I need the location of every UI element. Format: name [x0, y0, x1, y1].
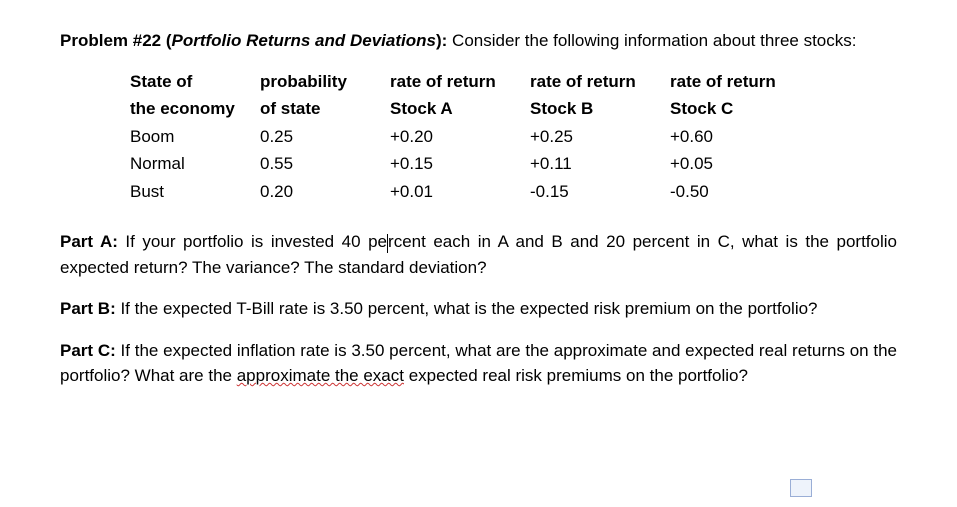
cell-state: Boom: [130, 123, 260, 151]
cell-a: +0.15: [390, 150, 530, 178]
cell-prob: 0.25: [260, 123, 390, 151]
part-b: Part B: If the expected T-Bill rate is 3…: [60, 296, 897, 322]
text-cursor: [387, 234, 388, 253]
col-prob-h2: of state: [260, 95, 390, 123]
part-a: Part A: If your portfolio is invested 40…: [60, 229, 897, 280]
part-c: Part C: If the expected inflation rate i…: [60, 338, 897, 389]
cell-state: Bust: [130, 178, 260, 206]
cell-a: +0.01: [390, 178, 530, 206]
footer-widget-icon[interactable]: [790, 479, 812, 497]
cell-prob: 0.55: [260, 150, 390, 178]
problem-intro: Consider the following information about…: [447, 31, 856, 50]
problem-topic: Portfolio Returns and Deviations: [172, 31, 436, 50]
cell-c: +0.60: [670, 123, 810, 151]
cell-c: -0.50: [670, 178, 810, 206]
topic-close: ):: [436, 31, 447, 50]
returns-table: State of probability rate of return rate…: [130, 68, 810, 206]
part-a-pre: If your portfolio is invested 40 pe: [118, 232, 387, 251]
cell-b: +0.11: [530, 150, 670, 178]
problem-number: Problem #22: [60, 31, 161, 50]
table-header-row-2: the economy of state Stock A Stock B Sto…: [130, 95, 810, 123]
cell-b: +0.25: [530, 123, 670, 151]
part-b-text: If the expected T-Bill rate is 3.50 perc…: [116, 299, 818, 318]
col-b-h2: Stock B: [530, 95, 670, 123]
cell-b: -0.15: [530, 178, 670, 206]
cell-prob: 0.20: [260, 178, 390, 206]
col-state-h1: State of: [130, 68, 260, 96]
col-b-h1: rate of return: [530, 68, 670, 96]
problem-heading: Problem #22 (Portfolio Returns and Devia…: [60, 28, 897, 54]
topic-open: (: [161, 31, 171, 50]
col-a-h2: Stock A: [390, 95, 530, 123]
cell-state: Normal: [130, 150, 260, 178]
col-prob-h1: probability: [260, 68, 390, 96]
part-c-squiggle: approximate the exact: [237, 366, 404, 385]
col-state-h2: the economy: [130, 95, 260, 123]
part-a-label: Part A:: [60, 232, 118, 251]
part-c-post: expected real risk premiums on the portf…: [404, 366, 748, 385]
table-row: Bust 0.20 +0.01 -0.15 -0.50: [130, 178, 810, 206]
part-c-label: Part C:: [60, 341, 116, 360]
col-a-h1: rate of return: [390, 68, 530, 96]
cell-c: +0.05: [670, 150, 810, 178]
table-row: Normal 0.55 +0.15 +0.11 +0.05: [130, 150, 810, 178]
part-b-label: Part B:: [60, 299, 116, 318]
cell-a: +0.20: [390, 123, 530, 151]
col-c-h1: rate of return: [670, 68, 810, 96]
col-c-h2: Stock C: [670, 95, 810, 123]
table-header-row-1: State of probability rate of return rate…: [130, 68, 810, 96]
table-row: Boom 0.25 +0.20 +0.25 +0.60: [130, 123, 810, 151]
